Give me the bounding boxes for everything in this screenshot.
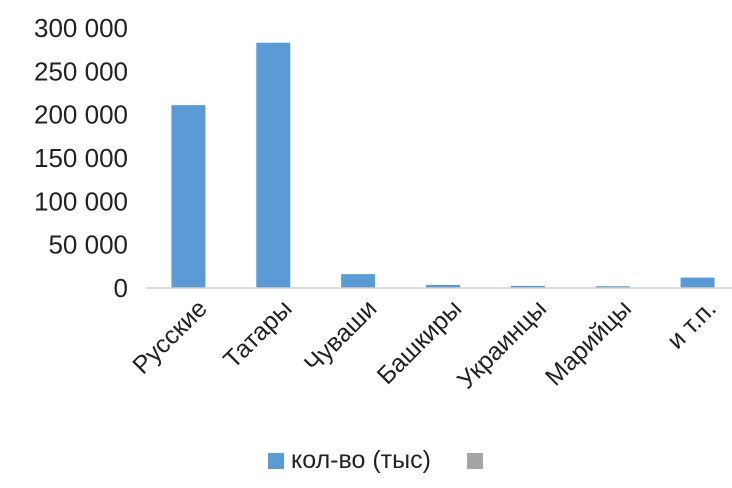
bar — [426, 284, 460, 288]
y-tick-label: 200 000 — [34, 100, 128, 130]
x-tick-label: Украинцы — [452, 294, 552, 394]
y-tick-label: 300 000 — [34, 13, 128, 43]
x-tick-label: и т.п. — [662, 294, 722, 354]
x-axis-labels: Русские Татары ЧувашиБашкирыУкраинцыМарийц… — [127, 294, 721, 394]
y-tick-label: 150 000 — [34, 143, 128, 173]
y-tick-label: 100 000 — [34, 186, 128, 216]
bar — [510, 285, 545, 288]
bar — [256, 42, 291, 288]
legend: кол-во (тыс) — [268, 446, 483, 474]
x-tick-label: Чуваши — [299, 294, 383, 378]
bar — [341, 274, 376, 288]
legend-swatch — [467, 453, 483, 469]
x-tick-label: Марийцы — [540, 294, 637, 391]
y-axis-labels: 0 50 000 100 000 150 000 200 000 250 000 300 0… — [34, 13, 128, 303]
legend-swatch — [268, 453, 284, 469]
x-tick-label: Русские — [127, 294, 212, 379]
bar — [595, 286, 630, 288]
bars — [171, 42, 715, 288]
y-tick-label: 50 000 — [48, 230, 128, 260]
x-tick-label: Татары — [218, 294, 298, 374]
y-tick-label: 0 — [114, 273, 128, 303]
legend-label: кол-во (тыс) — [291, 446, 431, 474]
bar — [680, 277, 715, 288]
y-tick-label: 250 000 — [34, 56, 128, 86]
bar — [171, 105, 206, 288]
